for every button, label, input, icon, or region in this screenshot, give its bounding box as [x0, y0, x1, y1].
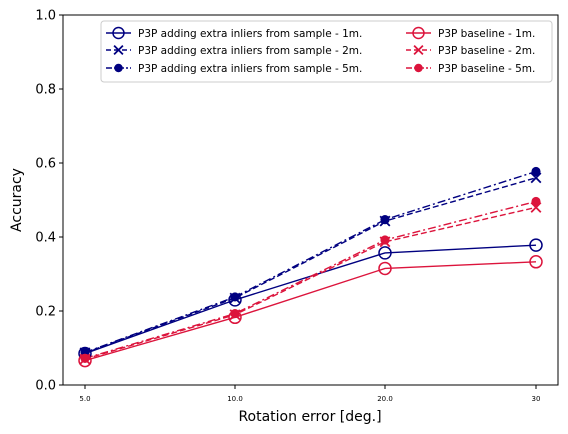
legend-marker [113, 44, 124, 56]
data-point [230, 309, 240, 319]
series-markers [78, 166, 543, 368]
legend-label: P3P baseline - 5m. [438, 63, 535, 75]
data-point [529, 255, 543, 269]
x-tick-label: 30 [532, 395, 541, 403]
legend-label: P3P baseline - 2m. [438, 45, 535, 57]
y-tick-label: 0.8 [35, 83, 56, 98]
legend-marker [413, 44, 424, 56]
y-axis: 0.0 0.2 0.4 0.6 0.8 1.0 [35, 9, 63, 394]
data-point [529, 238, 543, 252]
legend-marker [414, 63, 423, 73]
data-point [230, 292, 240, 302]
x-tick-label: 20.0 [377, 395, 393, 403]
x-tick-label: 10.0 [227, 395, 243, 403]
series-line [84, 177, 537, 354]
data-point [380, 235, 390, 245]
y-tick-label: 0.4 [35, 231, 56, 246]
data-point [378, 246, 392, 260]
legend-marker [112, 26, 125, 40]
series-lines [84, 170, 537, 362]
y-tick-label: 0.0 [35, 379, 56, 394]
legend-label: P3P adding extra inliers from sample - 5… [138, 63, 362, 75]
data-point [531, 196, 541, 207]
legend: P3P adding extra inliers from sample - 1… [100, 20, 553, 83]
legend-box [100, 20, 553, 83]
y-tick-label: 1.0 [35, 9, 56, 24]
plot-frame [62, 14, 559, 386]
x-tick-label: 5.0 [79, 395, 90, 403]
x-axis-label: Rotation error [deg.] [238, 409, 381, 425]
series-line [84, 200, 537, 360]
series-line [84, 170, 537, 354]
legend-label: P3P baseline - 1m. [438, 28, 535, 40]
data-point [80, 353, 90, 363]
data-point [531, 166, 541, 177]
legend-marker [412, 26, 425, 40]
y-tick-label: 0.6 [35, 157, 56, 172]
legend-marker [114, 63, 123, 73]
data-point [378, 261, 392, 276]
series-line [84, 261, 537, 362]
y-axis-label: Accuracy [9, 168, 25, 232]
legend-label: P3P adding extra inliers from sample - 1… [138, 28, 362, 40]
x-axis: 5.0 10.0 20.0 30 [79, 385, 540, 403]
y-tick-label: 0.2 [35, 305, 56, 320]
series-line [84, 206, 537, 360]
legend-label: P3P adding extra inliers from sample - 2… [138, 45, 362, 57]
data-point [380, 215, 390, 225]
